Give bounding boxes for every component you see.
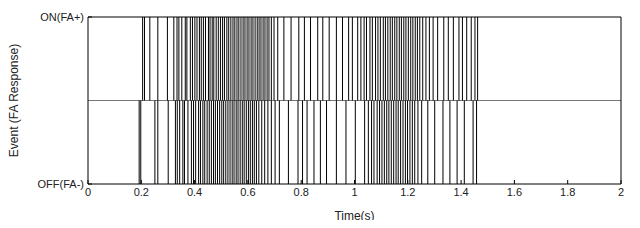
svg-text:ON(FA+): ON(FA+) bbox=[40, 11, 84, 23]
svg-text:0: 0 bbox=[85, 186, 91, 198]
svg-text:1.2: 1.2 bbox=[400, 186, 415, 198]
svg-text:1: 1 bbox=[351, 186, 357, 198]
svg-text:Time(s): Time(s) bbox=[334, 209, 374, 220]
svg-text:0.6: 0.6 bbox=[240, 186, 255, 198]
svg-text:2: 2 bbox=[618, 186, 624, 198]
svg-text:1.8: 1.8 bbox=[560, 186, 575, 198]
svg-text:0.8: 0.8 bbox=[294, 186, 309, 198]
svg-text:1.4: 1.4 bbox=[453, 186, 468, 198]
svg-text:OFF(FA-): OFF(FA-) bbox=[38, 178, 84, 190]
svg-text:0.2: 0.2 bbox=[134, 186, 149, 198]
svg-text:0.4: 0.4 bbox=[187, 186, 202, 198]
svg-text:1.6: 1.6 bbox=[507, 186, 522, 198]
svg-text:Event (FA Response): Event (FA Response) bbox=[8, 44, 21, 157]
